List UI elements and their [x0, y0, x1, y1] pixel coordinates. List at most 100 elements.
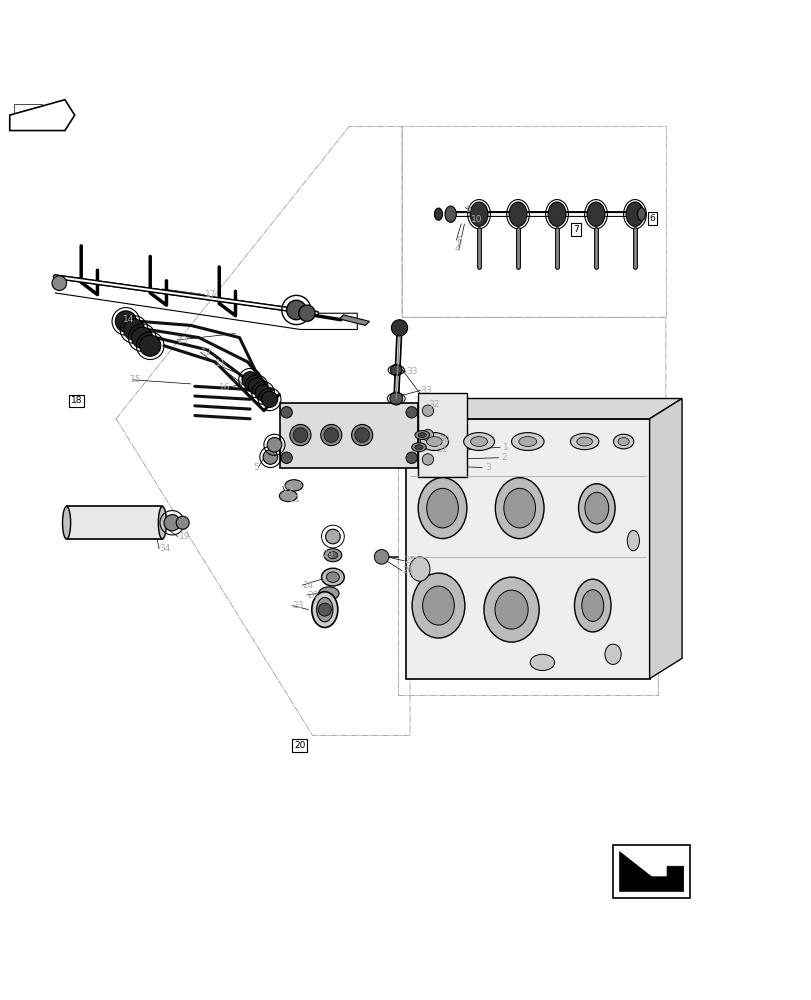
Circle shape: [354, 428, 369, 442]
Ellipse shape: [495, 590, 527, 629]
Circle shape: [139, 335, 161, 356]
Circle shape: [290, 424, 311, 446]
Text: 18: 18: [71, 396, 82, 405]
Ellipse shape: [577, 484, 615, 532]
Circle shape: [267, 437, 281, 452]
Text: 34: 34: [159, 544, 170, 553]
Text: 24: 24: [302, 581, 313, 590]
Text: 31: 31: [436, 445, 447, 454]
Text: 11: 11: [215, 359, 226, 368]
Ellipse shape: [420, 433, 448, 450]
Ellipse shape: [326, 572, 339, 582]
Text: 23: 23: [292, 601, 303, 610]
Circle shape: [320, 424, 341, 446]
Ellipse shape: [324, 549, 341, 562]
Ellipse shape: [495, 478, 543, 539]
Polygon shape: [339, 315, 369, 325]
Circle shape: [248, 378, 264, 394]
Text: 15: 15: [130, 375, 141, 384]
Ellipse shape: [511, 433, 543, 450]
Circle shape: [374, 550, 388, 564]
Circle shape: [131, 327, 152, 348]
Circle shape: [115, 311, 136, 332]
Polygon shape: [649, 398, 681, 679]
Ellipse shape: [547, 202, 565, 226]
Ellipse shape: [62, 506, 71, 539]
Text: 1: 1: [503, 443, 508, 452]
Ellipse shape: [411, 443, 426, 452]
Ellipse shape: [470, 202, 487, 226]
Ellipse shape: [530, 654, 554, 671]
Text: 20: 20: [294, 741, 305, 750]
Ellipse shape: [569, 433, 598, 450]
Bar: [612, 845, 689, 898]
Circle shape: [389, 392, 402, 405]
Circle shape: [422, 454, 433, 465]
Ellipse shape: [411, 573, 464, 638]
Text: 28: 28: [307, 591, 318, 600]
Circle shape: [52, 276, 67, 291]
Circle shape: [281, 407, 292, 418]
Text: 2: 2: [501, 453, 507, 462]
Ellipse shape: [418, 433, 426, 437]
Ellipse shape: [573, 579, 610, 632]
Ellipse shape: [410, 557, 430, 581]
Polygon shape: [406, 419, 649, 679]
Circle shape: [242, 372, 258, 388]
Ellipse shape: [626, 530, 639, 551]
Ellipse shape: [319, 587, 339, 600]
Bar: [67, 506, 162, 539]
Ellipse shape: [584, 492, 608, 524]
Polygon shape: [14, 104, 42, 126]
Text: 19: 19: [178, 532, 190, 541]
Bar: [280, 403, 418, 468]
Text: 22: 22: [282, 486, 294, 495]
Text: 21: 21: [289, 495, 300, 504]
Polygon shape: [406, 398, 681, 419]
Ellipse shape: [311, 592, 337, 627]
Ellipse shape: [285, 480, 303, 491]
Text: 9: 9: [465, 205, 470, 214]
Text: 32: 32: [427, 400, 439, 409]
Text: 6: 6: [649, 214, 654, 223]
Text: 13: 13: [177, 336, 188, 345]
Text: 7: 7: [573, 225, 578, 234]
Circle shape: [176, 516, 189, 529]
Circle shape: [422, 405, 433, 416]
Text: 4: 4: [454, 244, 460, 253]
Circle shape: [422, 429, 433, 441]
Ellipse shape: [279, 490, 297, 502]
Ellipse shape: [503, 488, 534, 528]
Ellipse shape: [328, 552, 337, 559]
Text: 33: 33: [406, 367, 417, 376]
Circle shape: [293, 428, 307, 442]
Circle shape: [406, 407, 417, 418]
Text: 27: 27: [328, 532, 340, 541]
Ellipse shape: [414, 445, 423, 450]
Ellipse shape: [422, 586, 454, 625]
Circle shape: [286, 300, 306, 320]
Polygon shape: [619, 852, 683, 891]
Circle shape: [298, 305, 315, 321]
Circle shape: [318, 603, 331, 616]
Text: 14: 14: [123, 315, 135, 324]
Text: 30: 30: [438, 435, 449, 444]
Ellipse shape: [617, 438, 629, 446]
Ellipse shape: [586, 202, 604, 226]
Ellipse shape: [426, 437, 442, 446]
Text: 3: 3: [485, 463, 491, 472]
Circle shape: [261, 391, 277, 407]
Text: 16: 16: [219, 383, 230, 392]
Ellipse shape: [604, 644, 620, 664]
Ellipse shape: [613, 434, 633, 449]
Ellipse shape: [576, 437, 592, 446]
Text: 17: 17: [205, 290, 217, 299]
Circle shape: [391, 320, 407, 336]
Text: 29: 29: [322, 550, 333, 559]
Text: 5: 5: [253, 463, 259, 472]
Circle shape: [324, 428, 338, 442]
Ellipse shape: [625, 202, 643, 226]
Text: 12: 12: [200, 348, 212, 357]
Circle shape: [263, 450, 277, 464]
Text: 33: 33: [420, 386, 431, 395]
